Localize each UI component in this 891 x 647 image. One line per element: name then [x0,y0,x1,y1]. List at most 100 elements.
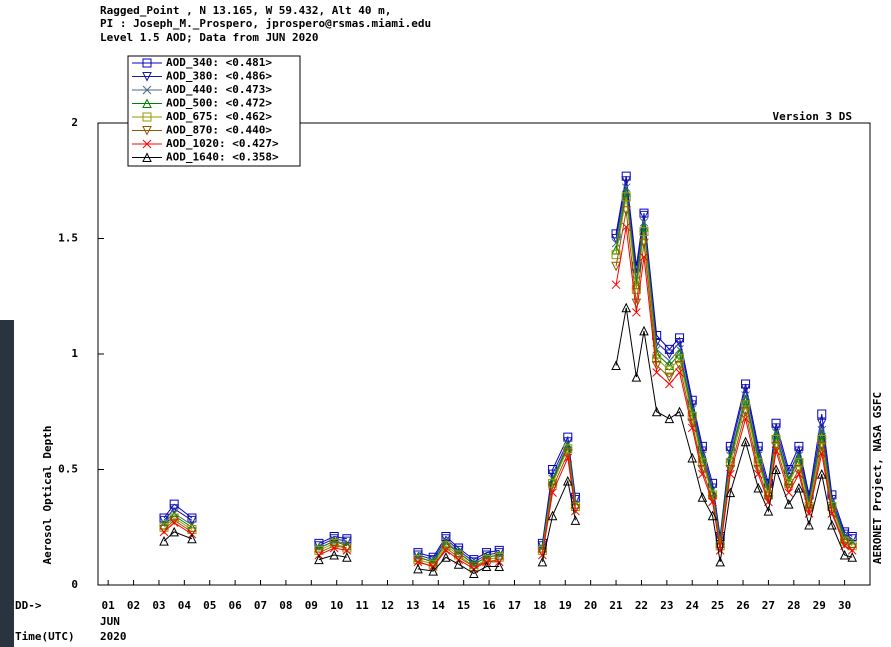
data-point [740,384,751,394]
x-tick-label: 20 [584,599,597,612]
data-point [169,513,179,523]
data-point [621,192,631,202]
data-point [441,538,451,548]
data-point [687,423,697,433]
legend-marker [142,112,152,122]
data-point [631,298,642,309]
data-point [611,250,621,260]
data-point [469,568,479,578]
series-line [163,210,853,568]
data-point [494,552,504,562]
data-point [494,561,505,572]
version: Version 3 DS [773,110,852,123]
data-point [816,418,827,429]
data-point [413,557,423,568]
data-point [725,469,735,479]
x-tick-label: 18 [533,599,546,612]
data-point [329,538,339,548]
data-point [570,515,581,525]
data-point [413,563,423,574]
x-tick-label: 03 [152,599,165,612]
data-point [632,308,641,317]
data-point [707,510,718,521]
month-label: JUN [100,615,120,628]
data-point [562,475,573,486]
y-tick-label: 2 [71,116,78,129]
x-tick-label: 29 [813,599,826,612]
data-point [631,371,642,382]
data-point [652,368,662,377]
data-point [639,238,649,249]
x-tick-label: 08 [279,599,292,612]
data-point [562,448,573,459]
data-point [740,407,751,417]
data-point [697,492,708,502]
data-point [187,515,197,526]
data-point [563,453,573,463]
x-tick-label: 23 [660,599,673,612]
x-tick-label: 19 [559,599,572,612]
data-point [715,556,725,567]
data-point [753,482,764,493]
x-axis-label: Time(UTC) [15,630,75,643]
data-point [441,531,451,541]
y-axis-label: Aerosol Optical Depth [41,425,54,564]
data-point [783,499,794,509]
data-point [169,504,179,514]
data-point [631,284,641,294]
data-point [611,261,621,272]
data-point [537,556,548,567]
x-tick-label: 09 [305,599,318,612]
data-point [570,501,580,511]
background-image-edge [0,320,14,647]
data-point [639,227,649,237]
data-point [740,395,751,405]
data-point [482,555,492,565]
data-point [159,513,169,523]
data-point [651,361,662,371]
x-tick-label: 07 [254,599,267,612]
data-point [428,566,439,576]
data-point [611,360,621,371]
data-point [169,526,179,537]
data-point [675,368,684,377]
data-point [817,409,827,419]
data-point [481,561,492,572]
data-point [342,545,352,555]
data-point [697,465,708,475]
legend-label: AOD_1020: <0.427> [166,137,279,150]
y-tick-label: 0.5 [58,463,78,476]
data-point [611,280,621,290]
x-tick-label: 24 [686,599,700,612]
data-point [441,541,451,551]
data-point [639,208,649,218]
data-point [804,519,814,530]
data-point [169,518,179,527]
data-point [187,522,197,532]
x-tick-label: 14 [432,599,446,612]
x-tick-label: 02 [127,599,140,612]
data-point [771,441,781,452]
x-tick-label: 06 [229,599,243,612]
data-point [314,554,324,565]
data-point [741,414,750,424]
legend-label: AOD_870: <0.440> [166,124,272,137]
data-point [639,221,649,232]
data-point [494,549,505,560]
data-point [794,446,804,457]
legend-label: AOD_500: <0.472> [166,97,272,110]
data-point [674,406,685,417]
data-point [725,487,736,498]
data-point [847,552,858,562]
data-point [725,465,736,475]
data-point [621,206,632,216]
data-point [453,559,464,569]
data-point [664,372,675,383]
legend-label: AOD_440: <0.473> [166,83,272,96]
series-line [163,192,853,565]
data-point [453,547,464,558]
data-point [413,557,423,567]
data-point [314,545,324,555]
data-point [816,469,827,479]
